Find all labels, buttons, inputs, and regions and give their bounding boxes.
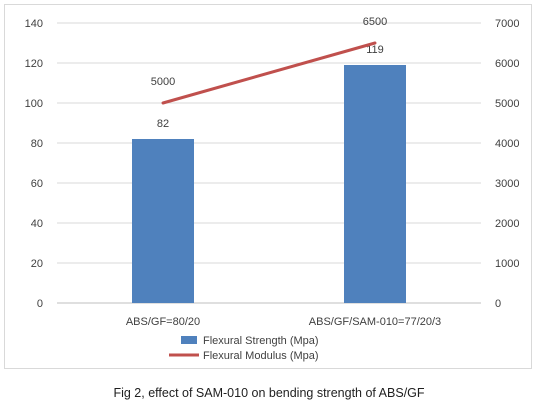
right-tick-label: 2000 <box>495 218 519 230</box>
gridlines <box>57 22 481 304</box>
modulus-line <box>161 41 377 105</box>
left-tick-label: 0 <box>37 298 43 310</box>
legend-label: Flexural Modulus (Mpa) <box>203 350 319 362</box>
right-tick-label: 0 <box>495 298 501 310</box>
right-tick-label: 1000 <box>495 258 519 270</box>
category-label: ABS/GF=80/20 <box>126 316 200 328</box>
legend: Flexural Strength (Mpa) Flexural Modulus … <box>169 335 319 362</box>
category-label: ABS/GF/SAM-010=77/20/3 <box>309 316 441 328</box>
legend-swatch-bar <box>181 336 197 344</box>
right-tick-label: 4000 <box>495 138 519 150</box>
bar-data-label: 119 <box>366 44 384 56</box>
right-tick-label: 6000 <box>495 58 519 70</box>
left-y-axis: 0 20 40 60 80 100 120 140 <box>25 18 43 310</box>
left-tick-label: 60 <box>31 178 43 190</box>
left-tick-label: 120 <box>25 58 43 70</box>
left-tick-label: 40 <box>31 218 43 230</box>
left-tick-label: 20 <box>31 258 43 270</box>
line-data-label: 5000 <box>151 76 175 88</box>
right-y-axis: 0 1000 2000 3000 4000 5000 6000 7000 <box>495 18 519 310</box>
flexural-modulus-line: 5000 6500 <box>151 16 387 105</box>
left-tick-label: 100 <box>25 98 43 110</box>
left-tick-label: 140 <box>25 18 43 30</box>
bar <box>132 139 194 303</box>
flexural-strength-bars: 82 119 <box>132 44 406 303</box>
category-axis: ABS/GF=80/20 ABS/GF/SAM-010=77/20/3 <box>126 316 441 328</box>
line-data-label: 6500 <box>363 16 387 28</box>
right-tick-label: 3000 <box>495 178 519 190</box>
legend-label: Flexural Strength (Mpa) <box>203 335 319 347</box>
figure-caption: Fig 2, effect of SAM-010 on bending stre… <box>113 386 425 400</box>
chart-area: 0 20 40 60 80 100 120 140 0 1000 2000 3000 4000 5000… <box>4 4 532 369</box>
right-tick-label: 5000 <box>495 98 519 110</box>
bar-data-label: 82 <box>157 118 169 130</box>
left-tick-label: 80 <box>31 138 43 150</box>
combo-chart: 0 20 40 60 80 100 120 140 0 1000 2000 3000 4000 5000… <box>25 16 520 362</box>
bar <box>344 65 406 303</box>
right-tick-label: 7000 <box>495 18 519 30</box>
